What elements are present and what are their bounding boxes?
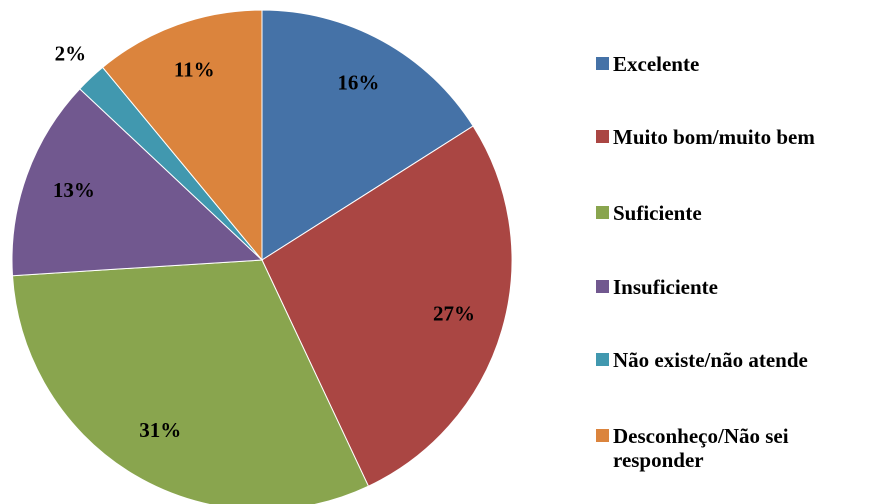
- legend-label: Não existe/não atende: [613, 348, 808, 372]
- legend-label: Desconheço/Não sei responder: [613, 424, 789, 472]
- slice-label: 2%: [55, 42, 87, 66]
- legend-swatch: [596, 206, 609, 219]
- slice-label: 13%: [53, 178, 95, 202]
- legend-label: Insuficiente: [613, 275, 718, 299]
- pie-slice: [261, 9, 474, 261]
- slice-label: 11%: [174, 58, 215, 82]
- legend-item: Suficiente: [596, 201, 866, 225]
- legend-item: Muito bom/muito bem: [596, 125, 866, 149]
- legend-label: Excelente: [613, 52, 700, 76]
- legend-swatch: [596, 429, 609, 442]
- pie-slice: [101, 9, 263, 262]
- legend-item: Desconheço/Não sei responder: [596, 424, 866, 472]
- slice-label: 27%: [433, 302, 475, 326]
- slice-label: 16%: [337, 71, 379, 95]
- pie-slice: [261, 125, 513, 487]
- legend-swatch: [596, 57, 609, 70]
- legend-item: Não existe/não atende: [596, 348, 866, 372]
- slice-label: 31%: [139, 418, 181, 442]
- pie-slice: [11, 259, 370, 504]
- legend-label: Muito bom/muito bem: [613, 125, 815, 149]
- chart: 16% 27% 31% 13% 2% 11%: [11, 9, 513, 504]
- legend-swatch: [596, 280, 609, 293]
- legend-swatch: [596, 353, 609, 366]
- pie-slice: [11, 88, 264, 277]
- legend-swatch: [596, 130, 609, 143]
- legend-item: Excelente: [596, 52, 866, 76]
- legend-label: Suficiente: [613, 201, 702, 225]
- legend-item: Insuficiente: [596, 275, 866, 299]
